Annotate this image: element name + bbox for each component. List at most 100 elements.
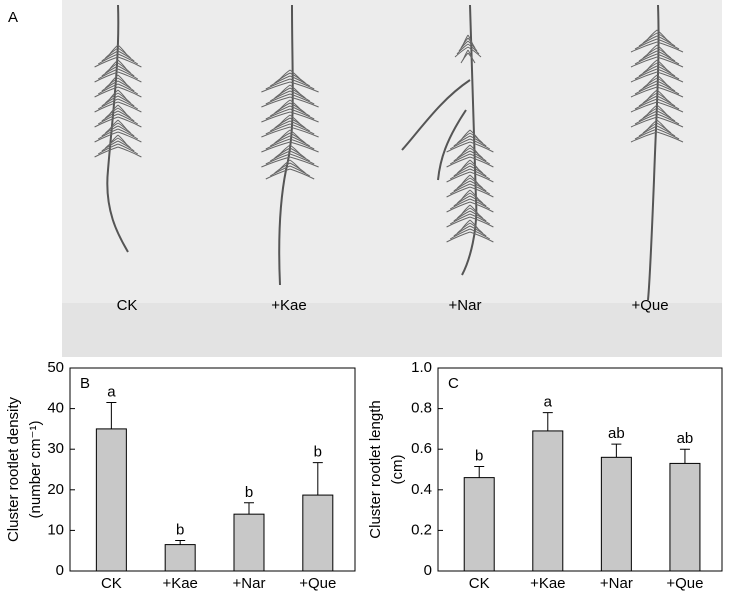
photo-strip	[62, 303, 722, 357]
rootlet	[642, 92, 672, 104]
y-tick-label: 20	[47, 481, 64, 498]
bar	[532, 430, 564, 572]
rootlet	[634, 38, 680, 50]
rootlet	[457, 147, 483, 159]
rootlet	[453, 225, 487, 237]
rootlet	[449, 228, 491, 240]
rootlet	[638, 65, 676, 77]
rootlet	[449, 153, 491, 165]
rootlet	[446, 216, 494, 228]
rootlet	[457, 222, 483, 234]
rootlet	[274, 117, 306, 129]
y-tick-label: 0.2	[411, 521, 432, 538]
rootlet	[457, 132, 483, 144]
rootlet	[97, 83, 139, 95]
rootlet	[97, 143, 139, 155]
rootlet	[105, 77, 131, 89]
rootlet	[630, 101, 684, 113]
rootlet	[97, 68, 139, 80]
rootlet	[446, 231, 494, 243]
x-tick-label: +Nar	[600, 575, 633, 592]
rootlet	[453, 195, 487, 207]
rootlet	[446, 141, 494, 153]
y-tick-label: 0.6	[411, 440, 432, 457]
bar	[669, 462, 701, 572]
rootlet	[101, 140, 135, 152]
rootlet	[105, 137, 131, 149]
rootlet	[265, 93, 315, 105]
plot-frame	[69, 367, 356, 572]
bar	[463, 477, 495, 572]
rootlet	[101, 125, 135, 137]
error-bar	[106, 402, 117, 429]
rootlet	[94, 146, 142, 158]
panel-label: B	[80, 375, 90, 392]
rootlet	[446, 156, 494, 168]
y-axis-label: (number cm⁻¹)	[27, 421, 44, 519]
rootlet	[94, 86, 142, 98]
significance-label: ab	[608, 425, 625, 442]
plot-frame	[437, 367, 723, 572]
error-bar	[679, 448, 690, 464]
rootlet	[101, 95, 135, 107]
rootlet	[642, 77, 672, 89]
rootlet	[630, 71, 684, 83]
x-tick-label: +Kae	[530, 575, 565, 592]
photo-background	[62, 0, 722, 357]
rootlet	[638, 80, 676, 92]
error-bar	[542, 412, 553, 431]
error-bar	[175, 540, 186, 545]
x-tick-label: +Nar	[233, 575, 266, 592]
rootlet	[105, 62, 131, 74]
y-tick-label: 0	[56, 562, 64, 579]
bar	[95, 428, 127, 572]
y-tick-label: 0	[424, 562, 432, 579]
panel-label: A	[8, 9, 18, 26]
rootlet	[642, 32, 672, 44]
error-bar	[474, 465, 485, 478]
rootlet	[630, 56, 684, 68]
bar	[233, 513, 265, 572]
rootlet	[634, 128, 680, 140]
y-tick-label: 30	[47, 440, 64, 457]
root	[401, 4, 478, 276]
rootlet	[274, 72, 306, 84]
rootlet	[265, 108, 315, 120]
bar	[600, 456, 632, 572]
rootlet	[630, 131, 684, 143]
rootlet	[261, 156, 319, 168]
rootlet	[453, 150, 487, 162]
rootlet	[274, 102, 306, 114]
rootlets	[94, 29, 684, 243]
rootlet	[261, 141, 319, 153]
photo-label: +Que	[631, 297, 668, 314]
rootlet	[458, 40, 478, 52]
x-tick-label: +Que	[666, 575, 703, 592]
rootlet	[453, 135, 487, 147]
rootlet	[634, 68, 680, 80]
rootlet	[269, 135, 311, 147]
rootlet	[261, 111, 319, 123]
significance-label: b	[245, 484, 253, 501]
x-tick-label: CK	[469, 575, 490, 592]
error-bar	[243, 502, 254, 515]
rootlet	[457, 177, 483, 189]
rootlet	[634, 98, 680, 110]
rootlet	[638, 125, 676, 137]
rootlet	[261, 96, 319, 108]
rootlet	[634, 53, 680, 65]
rootlet	[105, 107, 131, 119]
rootlet	[634, 113, 680, 125]
rootlet	[642, 62, 672, 74]
rootlet	[105, 92, 131, 104]
photo-label: CK	[117, 297, 138, 314]
panel-label: C	[448, 375, 459, 392]
rootlet	[638, 35, 676, 47]
rootlet	[634, 83, 680, 95]
y-tick-label: 10	[47, 521, 64, 538]
rootlet	[449, 198, 491, 210]
root	[106, 4, 129, 253]
rootlet	[101, 110, 135, 122]
rootlet	[274, 147, 306, 159]
y-axis-label: Cluster rootlet length	[367, 400, 384, 538]
